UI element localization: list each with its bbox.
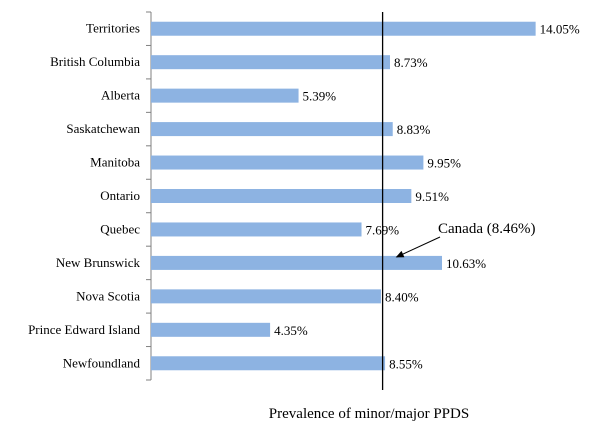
value-label: 4.35% [274, 323, 308, 338]
value-label: 9.95% [427, 156, 461, 171]
category-label: Prince Edward Island [28, 322, 140, 337]
x-axis-title: Prevalence of minor/major PPDS [269, 406, 469, 422]
annotation-arrowhead [395, 250, 405, 258]
bar-newfoundland [151, 356, 386, 371]
category-label: Newfoundland [63, 355, 141, 370]
category-label: New Brunswick [56, 255, 141, 270]
annotation-arrow [396, 236, 441, 258]
bar-alberta [151, 88, 299, 103]
value-labels: 14.05%8.73%5.39%8.83%9.95%9.51%7.69%10.6… [274, 22, 580, 372]
category-label: Territories [86, 21, 140, 36]
value-label: 8.55% [389, 356, 423, 371]
category-label: Manitoba [90, 155, 140, 170]
category-label: Nova Scotia [76, 288, 140, 303]
value-label: 8.40% [385, 289, 419, 304]
bar-manitoba [151, 155, 424, 170]
bar-british-columbia [151, 55, 390, 70]
value-label: 14.05% [540, 22, 580, 37]
value-label: 8.83% [397, 122, 431, 137]
reference-layer: Canada (8.46%) [381, 12, 535, 390]
category-label: British Columbia [50, 54, 140, 69]
category-labels: Territories British Columbia Alberta Saskat… [28, 21, 140, 371]
category-label: Saskatchewan [66, 121, 140, 136]
value-label: 5.39% [303, 89, 337, 104]
reference-annotation: Canada (8.46%) [438, 221, 535, 237]
bar-nova-scotia [151, 289, 381, 304]
bars-layer [151, 21, 536, 371]
value-label: 8.73% [394, 55, 428, 70]
bar-saskatchewan [151, 122, 393, 137]
bar-ontario [151, 189, 412, 203]
category-label: Ontario [100, 188, 140, 203]
category-label: Alberta [101, 88, 140, 103]
category-label: Quebec [100, 221, 140, 236]
value-label: 10.63% [446, 256, 486, 271]
axis-layer [146, 11, 152, 381]
bar-territories [151, 21, 536, 36]
bar-quebec [151, 222, 362, 237]
bar-prince-edward-island [151, 322, 271, 337]
value-label: 9.51% [415, 189, 449, 204]
bar-new-brunswick [151, 255, 443, 270]
